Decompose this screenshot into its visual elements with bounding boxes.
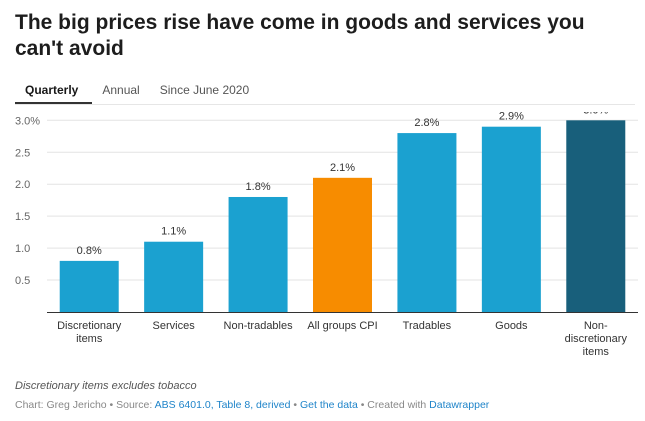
tab-since-june-2020[interactable]: Since June 2020 xyxy=(159,83,250,97)
period-tabs: Quarterly Annual Since June 2020 xyxy=(15,80,259,105)
category-label: Tradables xyxy=(403,320,452,332)
tabs-divider xyxy=(15,104,635,105)
source-link[interactable]: ABS 6401.0, Table 8, derived xyxy=(154,399,291,411)
data-label: 2.9% xyxy=(499,112,524,123)
y-tick-label: 2.5 xyxy=(15,147,30,159)
bar xyxy=(566,120,626,313)
bar xyxy=(481,126,541,312)
get-data-link[interactable]: Get the data xyxy=(300,399,358,411)
y-tick-label: 3.0% xyxy=(15,115,40,127)
credit-prefix: Chart: Greg Jericho • Source: xyxy=(15,399,155,411)
category-label: Services xyxy=(153,320,196,332)
created-with-text: • Created with xyxy=(357,399,430,411)
chart-credit: Chart: Greg Jericho • Source: ABS 6401.0… xyxy=(15,399,489,411)
y-tick-label: 1.0 xyxy=(15,243,30,255)
tab-annual[interactable]: Annual xyxy=(102,83,140,97)
category-label: items xyxy=(583,346,610,358)
category-label: All groups CPI xyxy=(307,320,377,332)
data-label: 1.1% xyxy=(161,226,186,238)
y-tick-label: 1.5 xyxy=(15,211,30,223)
credit-separator: • xyxy=(290,399,300,411)
category-label: Non- xyxy=(584,320,608,332)
bar xyxy=(228,196,288,312)
tab-quarterly[interactable]: Quarterly xyxy=(15,80,93,105)
data-label: 1.8% xyxy=(246,181,271,193)
data-label: 3.0% xyxy=(583,112,608,116)
data-label: 0.8% xyxy=(77,245,102,257)
category-label: Goods xyxy=(495,320,528,332)
chart-title: The big prices rise have come in goods a… xyxy=(15,11,585,60)
category-label: discretionary xyxy=(565,333,628,345)
category-label: Non-tradables xyxy=(224,320,294,332)
category-label: items xyxy=(76,333,103,345)
data-label: 2.1% xyxy=(330,162,355,174)
datawrapper-link[interactable]: Datawrapper xyxy=(429,399,490,411)
bar xyxy=(313,177,372,312)
category-label: Discretionary xyxy=(57,320,122,332)
y-tick-label: 2.0 xyxy=(15,179,30,191)
data-label: 2.8% xyxy=(414,117,439,129)
bar-chart: 0.51.01.52.02.53.0%0.8%Discretionaryitem… xyxy=(15,112,638,358)
chart-note: Discretionary items excludes tobacco xyxy=(15,380,197,392)
bar xyxy=(397,133,457,312)
y-tick-label: 0.5 xyxy=(15,275,30,287)
bar xyxy=(59,260,119,312)
bar xyxy=(144,241,204,312)
